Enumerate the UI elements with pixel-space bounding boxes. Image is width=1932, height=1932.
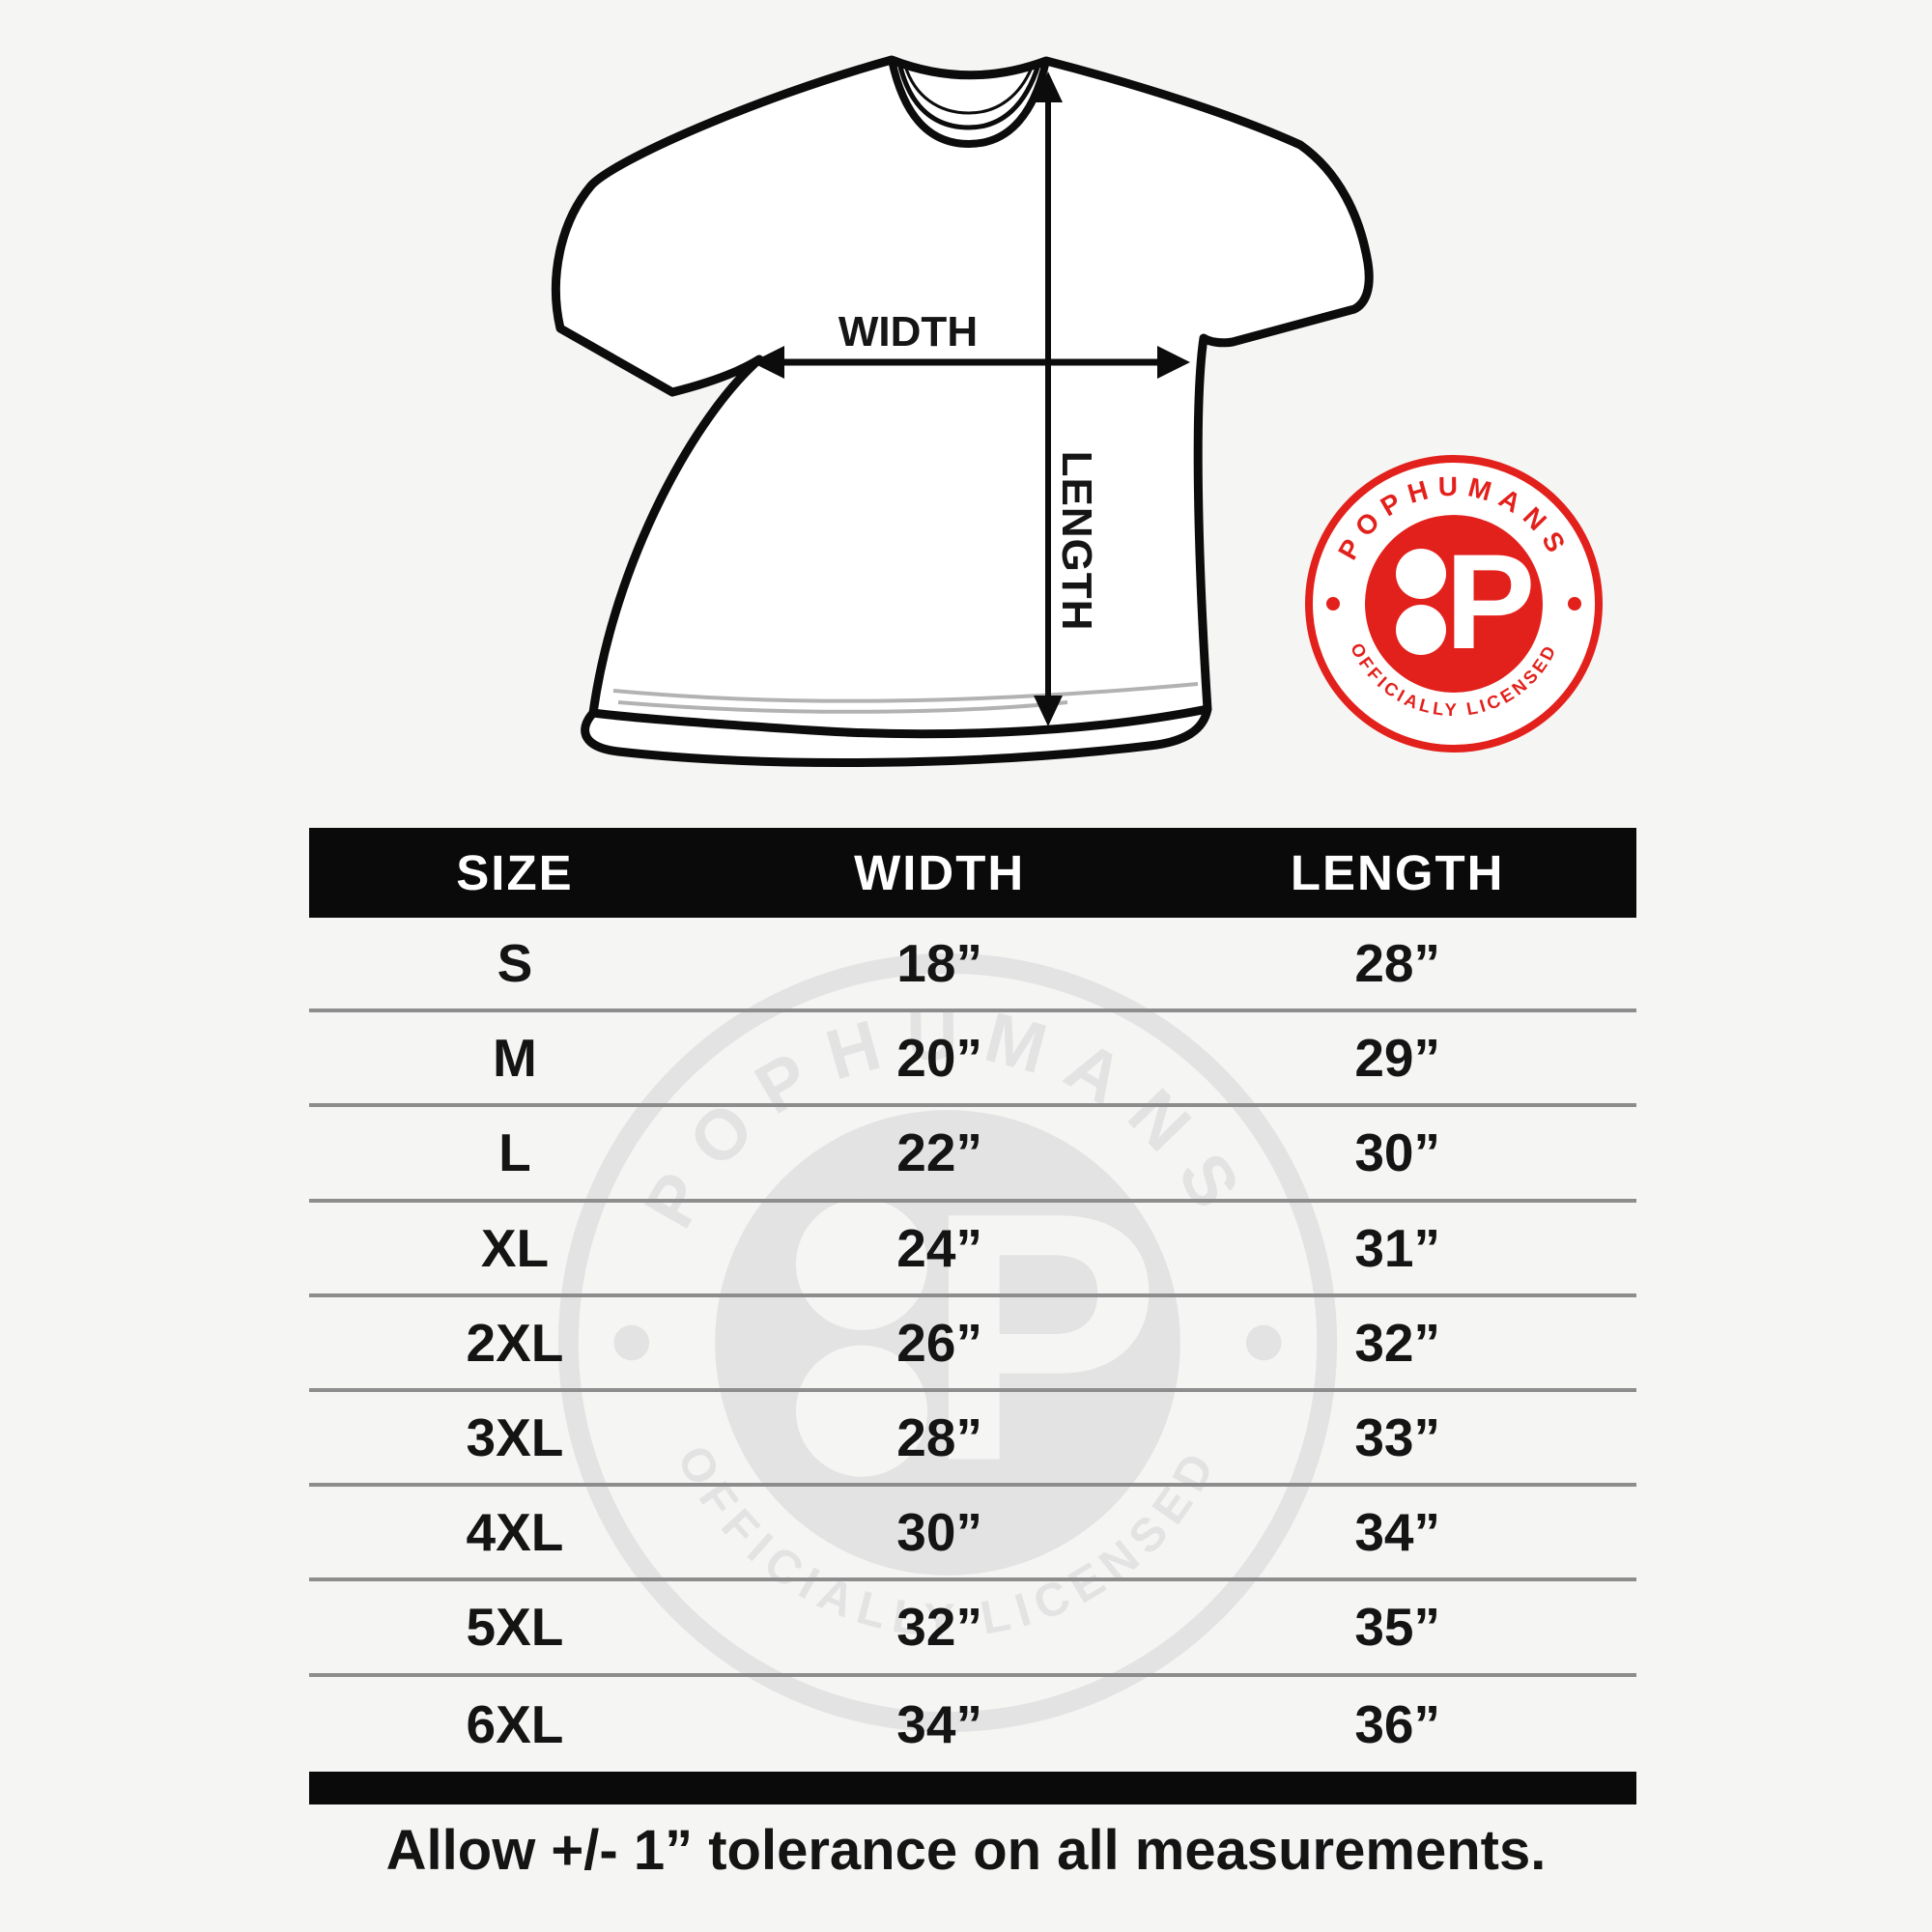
- watermark-left-dot: [613, 1324, 650, 1361]
- badge-logo-dot-bottom: [1396, 605, 1446, 655]
- cell-width: 18”: [896, 933, 982, 994]
- cell-width: 24”: [896, 1217, 982, 1278]
- cell-length: 35”: [1354, 1597, 1440, 1658]
- cell-size: 6XL: [466, 1693, 564, 1754]
- badge-right-dot: [1568, 597, 1581, 611]
- badge-logo-dot-top: [1396, 549, 1446, 599]
- watermark-badge: POPHUMANS OFFICIALLY LICENSED P: [557, 952, 1338, 1733]
- tshirt-body: [551, 55, 1374, 739]
- cell-width: 28”: [896, 1407, 982, 1468]
- cell-width: 34”: [896, 1693, 982, 1754]
- size-table-body: S 18” 28” M 20” 29” L 22” 30” XL 24” 31”…: [309, 918, 1636, 1772]
- cell-length: 28”: [1354, 933, 1440, 994]
- cell-width: 32”: [896, 1597, 982, 1658]
- badge-left-dot: [1326, 597, 1340, 611]
- cell-length: 36”: [1354, 1693, 1440, 1754]
- table-row: 3XL 28” 33”: [309, 1392, 1636, 1488]
- cell-length: 33”: [1354, 1407, 1440, 1468]
- cell-width: 26”: [896, 1312, 982, 1373]
- cell-width: 30”: [896, 1502, 982, 1563]
- length-arrow-bottom-head: [1034, 696, 1063, 726]
- watermark-outer-ring: [557, 952, 1338, 1733]
- watermark-logo-dot-bottom: [795, 1345, 928, 1477]
- cell-size: S: [497, 933, 533, 994]
- cell-width: 20”: [896, 1028, 982, 1089]
- table-row: XL 24” 31”: [309, 1203, 1636, 1297]
- length-arrow-label: LENGTH: [1053, 451, 1100, 632]
- width-arrow-right-head: [1157, 346, 1190, 379]
- tshirt-collar-outer: [888, 59, 1050, 149]
- cell-length: 32”: [1354, 1312, 1440, 1373]
- tshirt-diagram: WIDTH LENGTH: [551, 55, 1374, 767]
- cell-size: 3XL: [466, 1407, 564, 1468]
- length-arrow-top-head: [1034, 71, 1063, 102]
- table-bottom-bar: [309, 1771, 1636, 1804]
- table-row: 5XL 32” 35”: [309, 1581, 1636, 1677]
- cell-size: M: [493, 1028, 537, 1089]
- table-row: S 18” 28”: [309, 918, 1636, 1013]
- tshirt-hem-stitch-1: [612, 682, 1199, 703]
- header-width: WIDTH: [854, 845, 1026, 900]
- size-table: SIZE WIDTH LENGTH S 18” 28” M 20” 29” L …: [309, 828, 1636, 1804]
- table-row: M 20” 29”: [309, 1012, 1636, 1108]
- watermark-logo-dot-top: [795, 1198, 928, 1330]
- table-row: 4XL 30” 34”: [309, 1487, 1636, 1582]
- watermark-logo-monogram: P: [924, 1138, 1160, 1534]
- cell-size: XL: [480, 1217, 550, 1278]
- tshirt-collar-seam: [903, 65, 1034, 115]
- table-row: 6XL 34” 36”: [309, 1677, 1636, 1772]
- table-row: L 22” 30”: [309, 1107, 1636, 1203]
- cell-width: 22”: [896, 1122, 982, 1183]
- watermark-right-dot: [1245, 1324, 1282, 1361]
- tolerance-note: Allow +/- 1” tolerance on all measuremen…: [385, 1819, 1547, 1882]
- width-arrow-left-head: [752, 346, 784, 379]
- cell-size: L: [498, 1122, 531, 1183]
- tshirt-collar-inner: [896, 62, 1041, 130]
- table-row: 2XL 26” 32”: [309, 1297, 1636, 1392]
- header-length: LENGTH: [1290, 845, 1505, 900]
- cell-length: 29”: [1354, 1028, 1440, 1089]
- width-arrow-label: WIDTH: [838, 308, 978, 355]
- cell-size: 5XL: [466, 1597, 564, 1658]
- header-size: SIZE: [456, 845, 574, 900]
- cell-size: 4XL: [466, 1502, 564, 1563]
- licensed-badge: POPHUMANS OFFICIALLY LICENSED P: [1305, 455, 1603, 753]
- tshirt-hem-stitch-2: [617, 700, 1068, 714]
- cell-length: 31”: [1354, 1217, 1440, 1278]
- size-table-header: SIZE WIDTH LENGTH: [309, 828, 1636, 918]
- cell-length: 34”: [1354, 1502, 1440, 1563]
- badge-logo-monogram: P: [1445, 526, 1535, 677]
- cell-length: 30”: [1354, 1122, 1440, 1183]
- cell-size: 2XL: [466, 1312, 564, 1373]
